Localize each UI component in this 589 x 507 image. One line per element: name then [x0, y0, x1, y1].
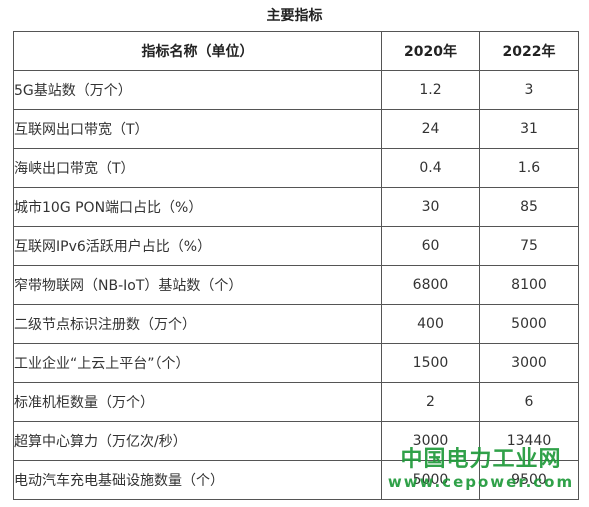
header-year-2020: 2020年 [381, 31, 480, 71]
value-2020: 6800 [381, 265, 480, 305]
table-row: 超算中心算力（万亿次/秒） 3000 13440 [13, 421, 579, 461]
value-2020: 3000 [381, 421, 480, 461]
table-row: 窄带物联网（NB-IoT）基站数（个） 6800 8100 [13, 265, 579, 305]
table-row: 标准机柜数量（万个） 2 6 [13, 382, 579, 422]
value-2022: 85 [479, 187, 579, 227]
value-2020: 24 [381, 109, 480, 149]
indicator-name: 二级节点标识注册数（万个） [13, 304, 382, 344]
header-year-2022: 2022年 [479, 31, 579, 71]
table-row: 互联网出口带宽（T） 24 31 [13, 109, 579, 149]
table-row: 二级节点标识注册数（万个） 400 5000 [13, 304, 579, 344]
indicator-name: 超算中心算力（万亿次/秒） [13, 421, 382, 461]
indicator-name: 电动汽车充电基础设施数量（个） [13, 460, 382, 500]
value-2022: 3000 [479, 343, 579, 383]
indicator-name: 互联网IPv6活跃用户占比（%） [13, 226, 382, 266]
indicator-name: 5G基站数（万个） [13, 70, 382, 110]
value-2022: 5000 [479, 304, 579, 344]
value-2022: 31 [479, 109, 579, 149]
header-indicator-name: 指标名称（单位） [13, 31, 382, 71]
value-2022: 1.6 [479, 148, 579, 188]
value-2020: 2 [381, 382, 480, 422]
indicator-name: 互联网出口带宽（T） [13, 109, 382, 149]
value-2022: 75 [479, 226, 579, 266]
table-row: 海峡出口带宽（T） 0.4 1.6 [13, 148, 579, 188]
indicator-name: 海峡出口带宽（T） [13, 148, 382, 188]
value-2022: 9500 [479, 460, 579, 500]
value-2022: 3 [479, 70, 579, 110]
value-2022: 8100 [479, 265, 579, 305]
table-row: 互联网IPv6活跃用户占比（%） 60 75 [13, 226, 579, 266]
table-row: 5G基站数（万个） 1.2 3 [13, 70, 579, 110]
indicator-name: 城市10G PON端口占比（%） [13, 187, 382, 227]
value-2020: 0.4 [381, 148, 480, 188]
indicators-table: 指标名称（单位） 2020年 2022年 5G基站数（万个） 1.2 3 互联网… [13, 31, 579, 500]
table-row: 电动汽车充电基础设施数量（个） 5000 9500 [13, 460, 579, 500]
value-2022: 13440 [479, 421, 579, 461]
value-2022: 6 [479, 382, 579, 422]
table-row: 城市10G PON端口占比（%） 30 85 [13, 187, 579, 227]
value-2020: 5000 [381, 460, 480, 500]
value-2020: 1.2 [381, 70, 480, 110]
indicator-name: 窄带物联网（NB-IoT）基站数（个） [13, 265, 382, 305]
indicator-name: 标准机柜数量（万个） [13, 382, 382, 422]
table-header-row: 指标名称（单位） 2020年 2022年 [13, 31, 579, 71]
table-caption: 主要指标 [266, 8, 323, 24]
value-2020: 400 [381, 304, 480, 344]
value-2020: 60 [381, 226, 480, 266]
value-2020: 1500 [381, 343, 480, 383]
value-2020: 30 [381, 187, 480, 227]
table-row: 工业企业“上云上平台”（个） 1500 3000 [13, 343, 579, 383]
indicator-name: 工业企业“上云上平台”（个） [13, 343, 382, 383]
